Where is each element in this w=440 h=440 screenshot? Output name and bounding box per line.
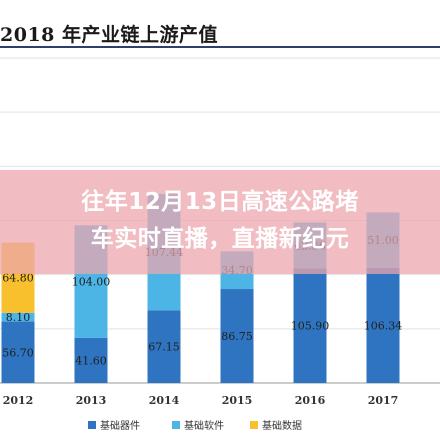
data-label: 105.90 [291, 320, 330, 333]
data-label: 67.15 [148, 341, 180, 354]
bar-segment [1, 312, 35, 322]
bar-segment [147, 310, 181, 383]
data-label: 8.10 [6, 311, 31, 324]
bar-segment [220, 289, 254, 383]
data-label: 64.80 [2, 272, 34, 285]
headline-text: 往年12月13日高速公路堵 车实时直播，直播新纪元 [0, 184, 440, 258]
x-tick-label: 2017 [368, 394, 399, 407]
data-label: 56.70 [2, 346, 34, 359]
legend-label: 基础数据 [262, 419, 302, 432]
legend-label: 基础器件 [100, 419, 140, 432]
x-tick-label: 2014 [149, 394, 180, 407]
bar-segment [366, 267, 400, 383]
data-label: 106.34 [364, 319, 403, 332]
bar-segment [74, 337, 108, 383]
data-label: 86.75 [221, 330, 253, 343]
headline-line-1: 往年12月13日高速公路堵 [81, 189, 359, 215]
legend-swatch [250, 421, 258, 429]
x-tick-label: 2013 [76, 394, 107, 407]
bar-segment [293, 268, 327, 383]
data-label: 104.00 [72, 276, 111, 289]
headline-line-2: 车实时直播，直播新纪元 [90, 226, 350, 252]
legend-label: 基础软件 [184, 419, 224, 432]
title-divider [0, 46, 440, 48]
x-tick-label: 2015 [222, 394, 253, 407]
x-tick-label: 2012 [3, 394, 34, 407]
legend-swatch [88, 421, 96, 429]
headline-banner [0, 170, 440, 274]
chart-title: 2018 年产业链上游产值 [0, 24, 218, 46]
x-tick-label: 2016 [295, 394, 326, 407]
bar-segment [1, 321, 35, 383]
legend-swatch [172, 421, 180, 429]
data-label: 41.60 [75, 354, 107, 367]
